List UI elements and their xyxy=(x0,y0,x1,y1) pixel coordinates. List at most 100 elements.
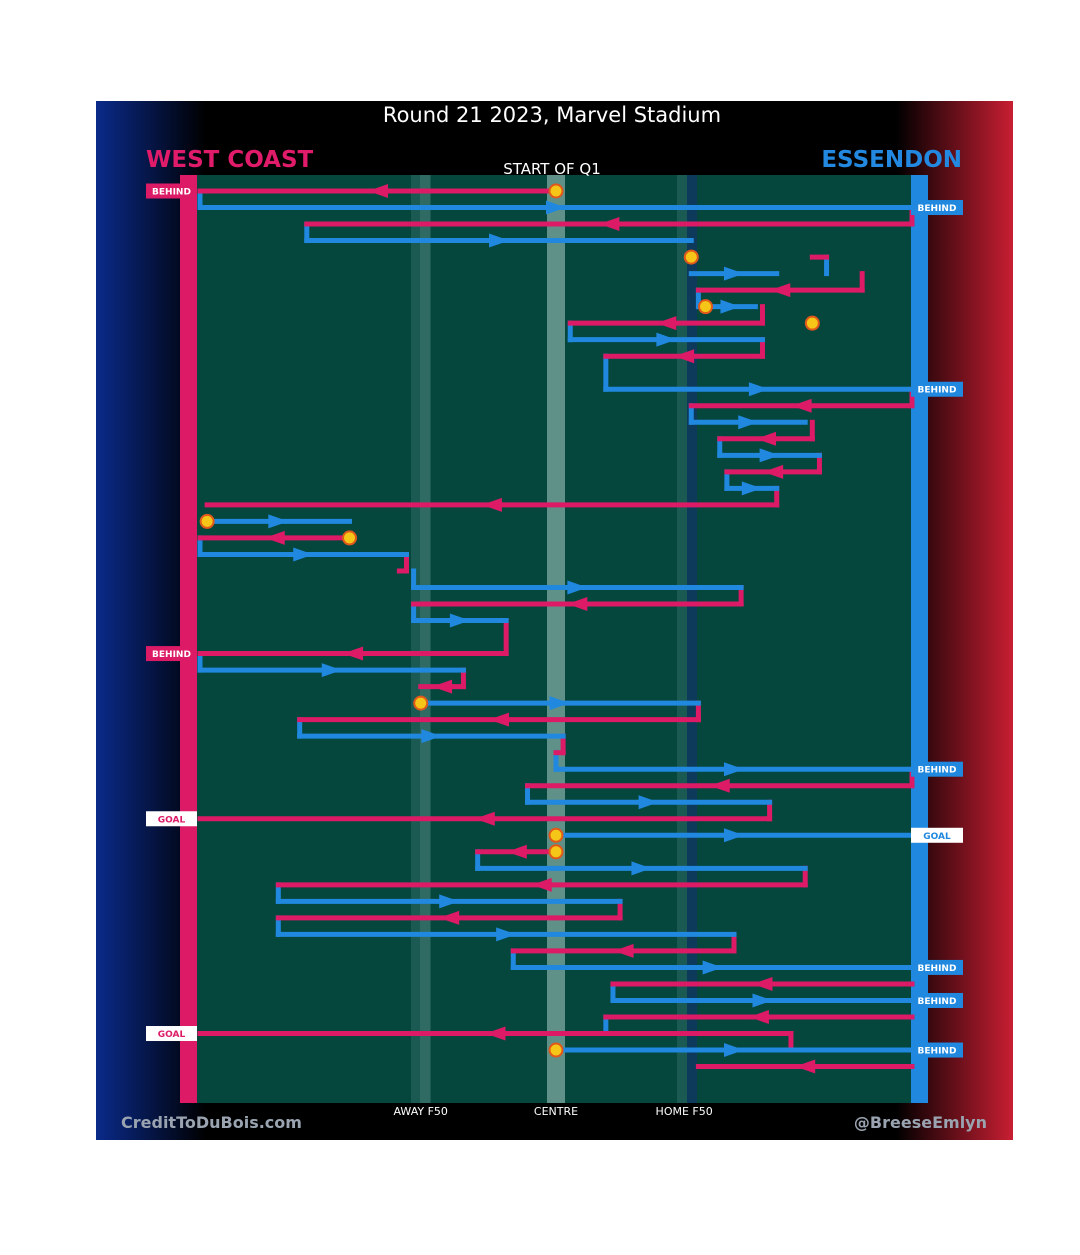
away-direction-arrow xyxy=(531,877,552,892)
ball-up-marker xyxy=(698,299,714,315)
away-direction-arrow xyxy=(481,497,502,512)
home-direction-arrow xyxy=(439,894,460,909)
home-direction-arrow xyxy=(741,481,762,496)
away-direction-arrow xyxy=(485,1026,506,1041)
away-direction-arrow xyxy=(439,910,460,925)
x-tick-label: CENTRE xyxy=(534,1105,578,1118)
away-behind-badge xyxy=(146,183,197,199)
away-direction-arrow xyxy=(613,943,634,958)
away-behind-badge xyxy=(146,646,197,662)
away-direction-arrow xyxy=(748,1010,769,1024)
away-direction-arrow xyxy=(474,811,495,826)
home-direction-arrow xyxy=(268,514,289,529)
x-tick-label: AWAY F50 xyxy=(394,1105,448,1118)
home-direction-arrow xyxy=(546,200,566,215)
home-direction-arrow xyxy=(293,547,314,562)
ball-up-markers xyxy=(199,183,820,1058)
away-direction-arrow xyxy=(756,431,777,446)
away-direction-arrow xyxy=(656,316,677,331)
away-direction-arrow xyxy=(791,398,812,413)
away-direction-arrow xyxy=(264,530,285,545)
away-direction-arrow xyxy=(599,217,620,232)
home-direction-arrow xyxy=(720,299,741,314)
away-direction-arrow xyxy=(795,1059,816,1074)
chart-title: Round 21 2023, Marvel Stadium xyxy=(383,103,721,127)
home-direction-arrow xyxy=(567,580,588,595)
home-direction-arrow xyxy=(638,795,659,810)
home-behind-label: BEHIND xyxy=(918,766,957,776)
credit-left: CreditToDuBois.com xyxy=(121,1113,302,1132)
away-direction-arrow xyxy=(709,778,730,793)
away-goal-badge xyxy=(146,811,197,827)
away-team-name: WEST COAST xyxy=(146,147,314,173)
home-goal-badge xyxy=(911,827,963,843)
ball-up-marker xyxy=(342,530,358,546)
away-direction-arrow xyxy=(368,184,388,198)
home-direction-arrow xyxy=(738,415,759,430)
home-direction-arrow xyxy=(549,696,570,711)
ball-up-marker xyxy=(413,695,429,711)
away-direction-arrow xyxy=(567,597,588,611)
home-direction-arrow xyxy=(656,332,677,347)
ball-up-marker xyxy=(548,183,564,199)
home-behind-badge xyxy=(911,761,963,777)
home-direction-arrow xyxy=(702,960,723,975)
home-behind-badge xyxy=(911,959,963,975)
home-direction-arrow xyxy=(759,448,780,463)
home-direction-arrow xyxy=(496,927,517,942)
away-goal-label: GOAL xyxy=(158,815,186,825)
home-f50-line xyxy=(687,175,697,1103)
away-direction-arrow xyxy=(506,844,527,859)
away-direction-arrow xyxy=(343,646,364,661)
away-behind-label: BEHIND xyxy=(152,188,191,198)
home-behind-label: BEHIND xyxy=(918,204,957,214)
away-direction-arrow xyxy=(763,464,784,479)
home-behind-label: BEHIND xyxy=(918,964,957,974)
away-direction-arrow xyxy=(432,679,453,694)
home-direction-arrow xyxy=(724,828,744,843)
home-direction-arrow xyxy=(752,993,773,1008)
home-direction-arrow xyxy=(724,762,744,777)
away-goal-label: GOAL xyxy=(158,1030,186,1040)
home-behind-badge xyxy=(911,381,963,397)
away-behind-label: BEHIND xyxy=(152,650,191,660)
home-behind-badge xyxy=(911,992,963,1008)
away-direction-arrow xyxy=(770,283,791,298)
home-direction-arrow xyxy=(449,613,470,628)
away-direction-arrow xyxy=(752,976,773,991)
home-goal-label: GOAL xyxy=(923,832,951,842)
away-f50-line xyxy=(420,175,430,1103)
home-behind-badge xyxy=(911,1042,963,1058)
home-behind-badge xyxy=(911,200,963,216)
away-goal-badge xyxy=(146,1026,197,1042)
ball-up-marker xyxy=(548,827,564,843)
quarter-subtitle: START OF Q1 xyxy=(503,160,601,178)
home-direction-arrow xyxy=(748,382,769,397)
home-direction-arrow xyxy=(724,266,744,281)
home-direction-arrow xyxy=(421,729,442,744)
credit-right: @BreeseEmlyn xyxy=(854,1113,987,1132)
outcome-badges: BEHIND BEHIND BEHIND BEHIND BEHIND GOAL GOAL BE… xyxy=(146,183,963,1058)
ball-up-marker xyxy=(804,315,820,331)
home-behind-label: BEHIND xyxy=(918,997,957,1007)
away-goal-post xyxy=(180,175,197,1103)
ball-up-marker xyxy=(199,513,215,529)
home-behind-label: BEHIND xyxy=(918,1047,957,1057)
chain-chart: BEHIND BEHIND BEHIND BEHIND BEHIND GOAL GOAL BE… xyxy=(96,101,1013,1140)
ball-up-marker xyxy=(683,249,699,265)
home-direction-arrow xyxy=(631,861,652,876)
away-direction-arrow xyxy=(489,712,510,727)
away-direction-arrow xyxy=(674,349,695,364)
centre-band xyxy=(547,175,565,1103)
home-direction-arrow xyxy=(489,233,510,248)
home-direction-arrow xyxy=(724,1043,744,1058)
ball-up-marker xyxy=(548,844,564,860)
ball-up-marker xyxy=(548,1042,564,1058)
home-goal-post xyxy=(911,175,928,1103)
home-direction-arrow xyxy=(321,663,342,678)
x-axis-ticks: AWAY F50 CENTRE HOME F50 xyxy=(394,1105,713,1118)
x-tick-label: HOME F50 xyxy=(656,1105,713,1118)
chart-frame: BEHIND BEHIND BEHIND BEHIND BEHIND GOAL GOAL BE… xyxy=(96,101,1013,1140)
home-behind-label: BEHIND xyxy=(918,386,957,396)
home-team-name: ESSENDON xyxy=(821,147,962,173)
